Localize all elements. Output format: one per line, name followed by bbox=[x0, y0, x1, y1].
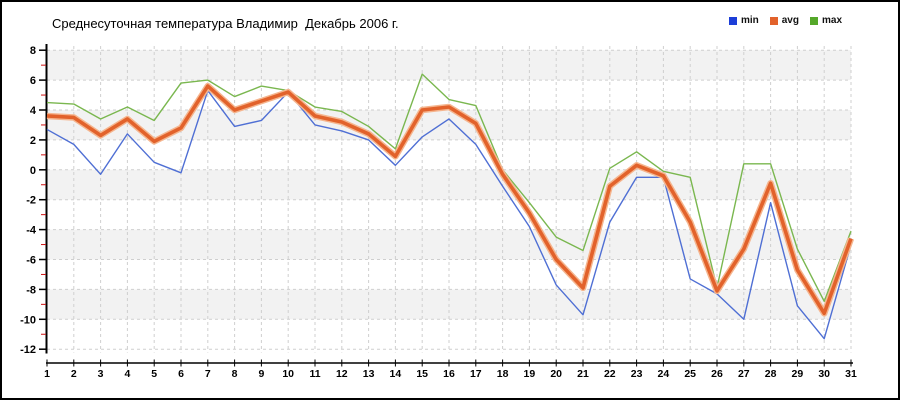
svg-text:16: 16 bbox=[443, 368, 455, 380]
legend-label-max: max bbox=[821, 15, 842, 26]
svg-text:13: 13 bbox=[363, 368, 375, 380]
svg-text:18: 18 bbox=[497, 368, 509, 380]
min-series-swatch-icon bbox=[728, 16, 737, 25]
svg-text:3: 3 bbox=[98, 368, 104, 380]
svg-text:8: 8 bbox=[30, 45, 36, 57]
legend-item-min: min bbox=[728, 15, 759, 26]
svg-text:20: 20 bbox=[550, 368, 562, 380]
svg-text:30: 30 bbox=[818, 368, 830, 380]
svg-text:1: 1 bbox=[44, 368, 50, 380]
svg-text:15: 15 bbox=[416, 368, 428, 380]
svg-text:24: 24 bbox=[658, 368, 670, 380]
svg-text:27: 27 bbox=[738, 368, 750, 380]
svg-text:-4: -4 bbox=[26, 225, 37, 237]
svg-text:-10: -10 bbox=[20, 314, 36, 326]
svg-text:-6: -6 bbox=[26, 255, 36, 267]
svg-text:28: 28 bbox=[765, 368, 777, 380]
svg-text:0: 0 bbox=[30, 165, 36, 177]
x-axis: 1 2 3 4 5 6 7 8 9 10 11 12 13 14 15 16 17 18 19 20 21 22 23 24 2… bbox=[44, 359, 857, 380]
max-series-swatch-icon bbox=[809, 16, 818, 25]
y-axis: 8 6 4 2 0 -2 -4 -6 -8 -10 -12 bbox=[20, 45, 46, 356]
chart-legend: min avg max bbox=[728, 15, 842, 26]
svg-text:6: 6 bbox=[30, 75, 36, 87]
svg-text:14: 14 bbox=[390, 368, 402, 380]
svg-text:5: 5 bbox=[151, 368, 157, 380]
svg-text:26: 26 bbox=[711, 368, 723, 380]
svg-text:7: 7 bbox=[205, 368, 211, 380]
svg-text:10: 10 bbox=[282, 368, 294, 380]
chart-title: Среднесуточная температура Владимир Дека… bbox=[52, 16, 399, 31]
svg-text:22: 22 bbox=[604, 368, 616, 380]
svg-text:-8: -8 bbox=[26, 284, 36, 296]
svg-text:29: 29 bbox=[792, 368, 804, 380]
legend-label-avg: avg bbox=[781, 15, 799, 26]
legend-item-avg: avg bbox=[769, 15, 799, 26]
svg-text:-2: -2 bbox=[26, 195, 36, 207]
svg-text:2: 2 bbox=[30, 135, 36, 147]
legend-label-min: min bbox=[740, 15, 759, 26]
svg-text:23: 23 bbox=[631, 368, 643, 380]
svg-text:4: 4 bbox=[124, 368, 130, 380]
svg-text:-12: -12 bbox=[20, 344, 36, 356]
svg-text:25: 25 bbox=[684, 368, 696, 380]
svg-text:6: 6 bbox=[178, 368, 184, 380]
avg-series-swatch-icon bbox=[769, 16, 778, 25]
svg-text:17: 17 bbox=[470, 368, 482, 380]
svg-text:12: 12 bbox=[336, 368, 348, 380]
svg-text:4: 4 bbox=[30, 105, 37, 117]
svg-text:11: 11 bbox=[309, 368, 320, 380]
svg-text:2: 2 bbox=[71, 368, 77, 380]
gridlines bbox=[46, 46, 852, 353]
svg-text:9: 9 bbox=[258, 368, 264, 380]
svg-text:19: 19 bbox=[524, 368, 536, 380]
svg-text:31: 31 bbox=[845, 368, 857, 380]
series-avg-line bbox=[46, 84, 853, 316]
svg-text:21: 21 bbox=[577, 368, 589, 380]
svg-text:8: 8 bbox=[232, 368, 238, 380]
legend-item-max: max bbox=[809, 15, 842, 26]
